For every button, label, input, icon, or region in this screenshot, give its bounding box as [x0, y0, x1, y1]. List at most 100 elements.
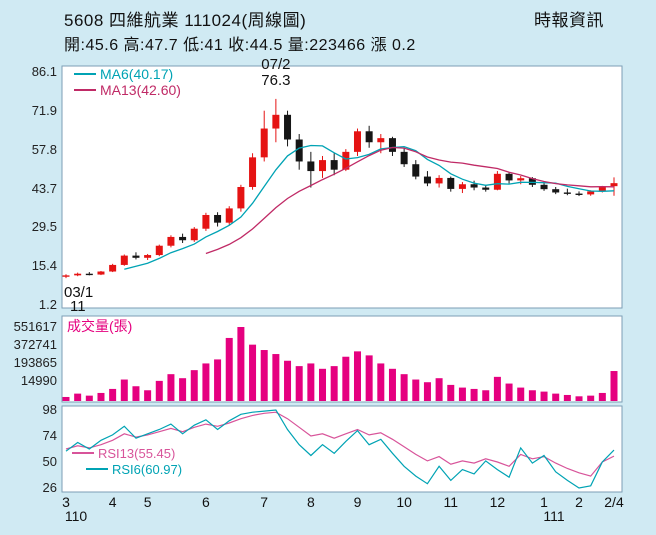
volume-bar	[74, 393, 82, 401]
x-axis-month-label: 6	[202, 494, 210, 510]
volume-bar	[214, 359, 222, 401]
x-axis-month-label: 5	[143, 494, 152, 510]
candle-body	[85, 273, 93, 276]
rsi6-legend: RSI6(60.97)	[86, 462, 183, 477]
volume-bar	[167, 374, 175, 401]
volume-axis-label: 193865	[13, 355, 57, 370]
candle-body	[272, 114, 280, 129]
price-axis-label: 1.2	[38, 297, 57, 312]
ma13-line-swatch	[74, 88, 96, 91]
candle-body	[62, 275, 70, 277]
x-axis-year-label: 111	[543, 508, 565, 524]
source-label: 時報資訊	[534, 11, 604, 30]
volume-bar	[493, 376, 501, 401]
x-axis-month-label: 2	[575, 494, 583, 510]
candle-body	[307, 161, 315, 172]
ma6-line	[124, 144, 615, 270]
price-axis-label: 29.5	[31, 219, 57, 235]
candle-body	[342, 151, 350, 170]
candle-body	[552, 189, 560, 193]
volume-bar	[319, 368, 327, 401]
volume-bar	[62, 396, 70, 401]
price-axis-label: 71.9	[31, 102, 57, 118]
candle-body	[423, 176, 431, 184]
volume-bar	[85, 395, 93, 401]
volume-bar	[237, 327, 245, 401]
x-axis-month-label: 10	[396, 494, 412, 510]
x-axis-month-label: 7	[260, 494, 269, 510]
volume-bar	[423, 382, 431, 401]
rsi13-legend-label: RSI13(55.45)	[98, 446, 176, 461]
volume-bar	[587, 395, 595, 401]
volume-bar	[517, 387, 525, 401]
candle-body	[563, 192, 571, 194]
price-axis-label: 57.8	[31, 141, 57, 157]
candle-body	[167, 236, 175, 246]
volume-bar	[505, 383, 513, 401]
candle-body	[365, 131, 373, 143]
volume-bar	[249, 344, 257, 401]
ma13-legend: MA13(42.60)	[74, 82, 181, 98]
quote-line: 開:45.6 高:47.7 低:41 收:44.5 量:223466 漲 0.2	[64, 37, 416, 54]
candle-body	[458, 184, 466, 189]
candle-body	[237, 186, 245, 209]
candle-body	[284, 114, 292, 140]
candle-body	[528, 178, 536, 185]
volume-bar	[365, 355, 373, 401]
candle-body	[295, 139, 303, 162]
candle-body	[202, 214, 210, 229]
rsi6-line	[65, 409, 615, 489]
candle-body	[120, 255, 128, 265]
volume-bar	[458, 387, 466, 401]
volume-bar	[412, 379, 420, 401]
price-axis-label: 43.7	[31, 180, 57, 196]
candle-body	[330, 160, 338, 170]
ma6-legend: MA6(40.17)	[74, 66, 174, 82]
volume-bar	[598, 392, 606, 401]
candle-body	[493, 173, 501, 190]
volume-bar	[552, 393, 560, 401]
volume-bar	[120, 379, 128, 401]
rsi13-line-swatch	[72, 452, 94, 455]
candle-body	[74, 273, 82, 276]
candle-body	[155, 245, 163, 256]
volume-bar	[610, 371, 618, 401]
ma6-legend-label: MA6(40.17)	[100, 66, 174, 82]
rsi-axis-label: 26	[42, 480, 57, 495]
volume-bar	[190, 370, 198, 401]
volume-bar	[295, 366, 303, 401]
volume-bar	[155, 380, 163, 401]
low-date-annotation: 03/1	[64, 284, 94, 301]
x-axis-month-label: 12	[489, 494, 506, 510]
volume-bar	[132, 386, 140, 401]
candle-body	[598, 186, 606, 192]
volume-bar	[307, 363, 315, 401]
candle-body	[482, 187, 490, 190]
volume-bar	[225, 337, 233, 401]
candle-body	[353, 131, 361, 152]
candle-body	[400, 151, 408, 165]
volume-bar	[97, 392, 105, 401]
volume-panel	[61, 315, 623, 403]
volume-bar	[400, 374, 408, 401]
x-axis-month-label: 4	[108, 494, 117, 510]
rsi-panel	[61, 405, 623, 493]
candle-body	[447, 177, 455, 189]
volume-axis-label: 551617	[13, 319, 57, 334]
volume-bar	[144, 390, 152, 401]
peak-date-annotation: 07/2	[261, 56, 291, 73]
candle-body	[435, 177, 443, 184]
ma6-line-swatch	[74, 72, 96, 75]
volume-bar	[109, 388, 117, 401]
volume-bar	[330, 366, 338, 401]
volume-bar	[540, 391, 548, 401]
rsi6-legend-label: RSI6(60.97)	[112, 462, 183, 477]
candle-body	[179, 236, 187, 241]
volume-bar	[563, 394, 571, 401]
candle-body	[319, 160, 327, 172]
volume-bar	[528, 390, 536, 401]
chart-title: 5608 四維航業 111024(周線圖)	[64, 11, 307, 30]
candle-body	[109, 264, 117, 272]
volume-bar	[435, 378, 443, 401]
